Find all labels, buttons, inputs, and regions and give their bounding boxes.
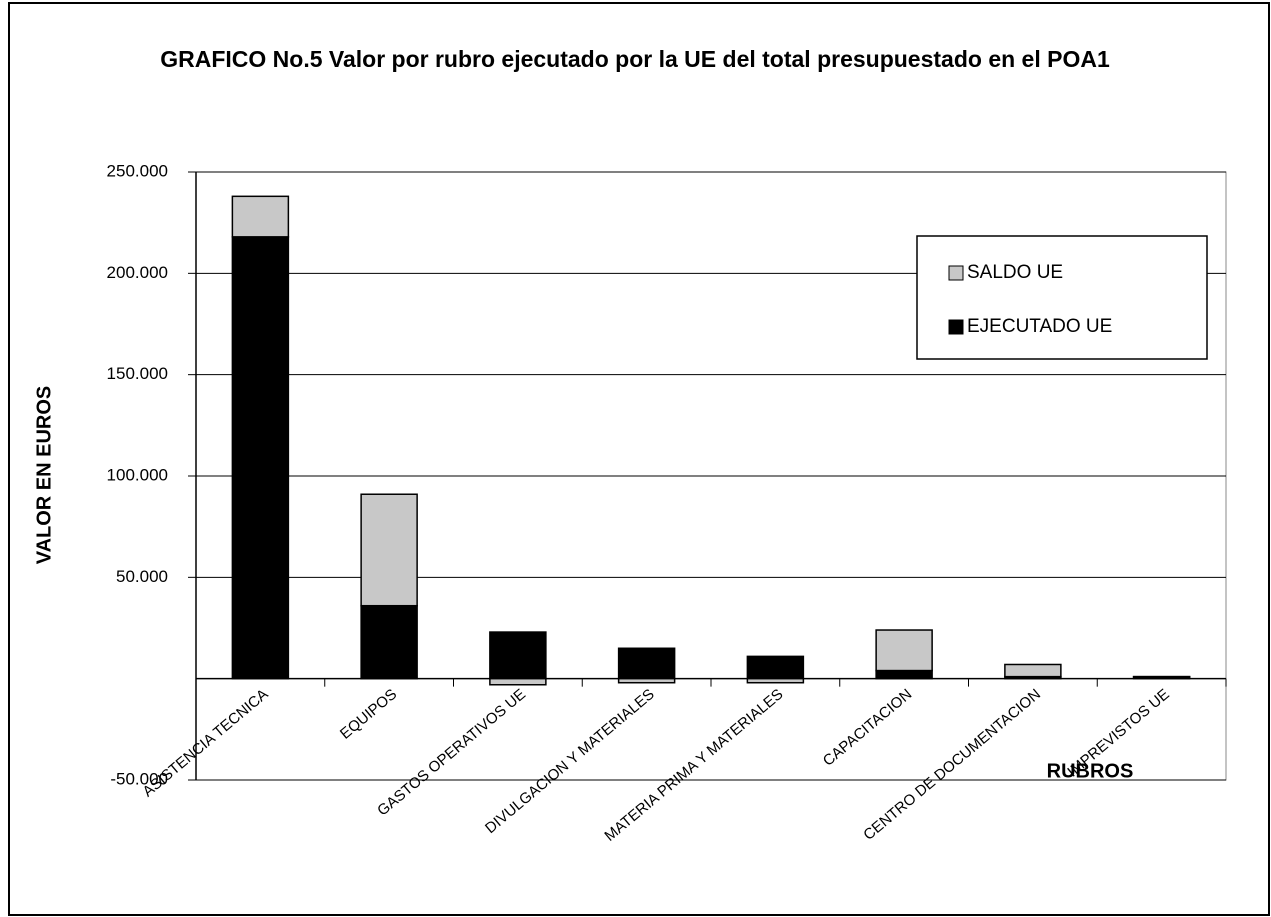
bar-segment: [1132, 675, 1191, 678]
bar-segment: [489, 677, 547, 686]
bar-segment: [360, 493, 418, 607]
chart-title: GRAFICO No.5 Valor por rubro ejecutado p…: [160, 46, 1110, 72]
y-tick-label: 150.000: [107, 364, 168, 383]
bar-segment: [1004, 663, 1062, 678]
bar-segment: [231, 236, 290, 680]
legend-swatch: [948, 265, 964, 281]
x-axis-title: RUBROS: [1047, 760, 1134, 782]
y-tick-label: 250.000: [107, 161, 168, 180]
y-tick-label: -50.000: [110, 769, 168, 788]
bar-segment: [231, 195, 290, 238]
bar-segment: [360, 604, 418, 680]
frame: [8, 2, 1270, 916]
legend-swatch: [948, 319, 964, 335]
legend-box: [916, 235, 1208, 360]
x-tick-label: GASTOS OPERATIVOS UE: [374, 686, 529, 820]
y-axis-title: VALOR EN EUROS: [33, 386, 55, 565]
y-tick-label: 200.000: [107, 263, 168, 282]
x-tick-label: CAPACITACION: [820, 686, 915, 770]
x-tick-label: EQUIPOS: [337, 686, 400, 743]
bar-segment: [617, 677, 676, 684]
legend-label: SALDO UE: [967, 262, 1063, 283]
legend-label: EJECUTADO UE: [967, 316, 1112, 337]
y-tick-label: 100.000: [107, 465, 168, 484]
bar-segment: [875, 669, 933, 680]
bar-segment: [617, 647, 676, 680]
y-tick-label: 50.000: [116, 567, 168, 586]
bar-segment: [746, 655, 805, 680]
bar-segment: [746, 677, 805, 684]
x-tick-label: ASISTENCIA TECNICA: [139, 686, 271, 801]
bar-segment: [875, 629, 933, 672]
bar-segment: [489, 631, 547, 680]
